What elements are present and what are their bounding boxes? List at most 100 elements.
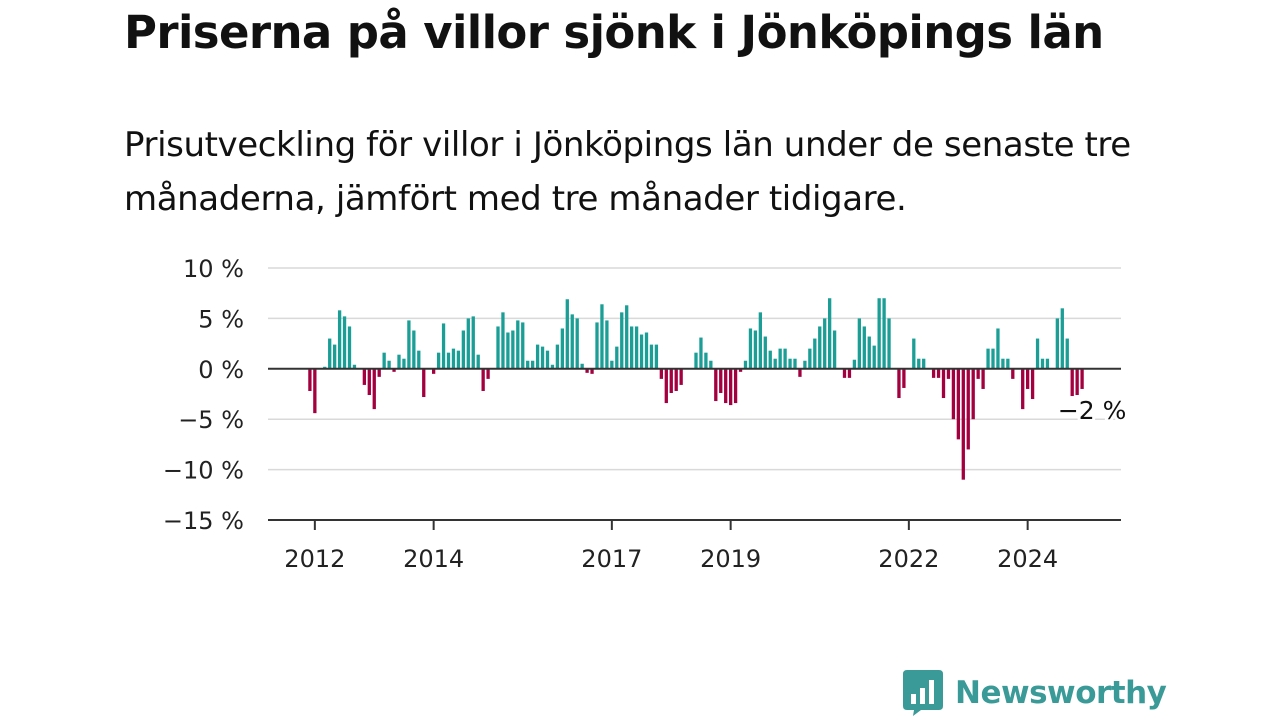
bar xyxy=(644,332,649,369)
bar xyxy=(432,368,436,374)
bar xyxy=(842,368,847,378)
bar xyxy=(1055,318,1059,369)
bar xyxy=(981,368,985,389)
bar xyxy=(763,336,767,369)
bar xyxy=(867,336,871,369)
bar xyxy=(580,363,584,369)
bar xyxy=(832,330,837,369)
bar xyxy=(639,334,644,369)
bar xyxy=(996,328,1000,369)
bar xyxy=(917,358,921,369)
bar xyxy=(634,326,639,369)
bar xyxy=(1006,358,1010,369)
bar xyxy=(545,350,550,369)
bar xyxy=(976,368,980,379)
bar xyxy=(659,368,663,379)
bar xyxy=(1060,308,1064,369)
bar xyxy=(773,358,777,369)
bar xyxy=(828,298,832,369)
bar xyxy=(402,358,406,369)
bar xyxy=(367,368,371,396)
chart-title: Priserna på villor sjönk i Jönköpings lä… xyxy=(124,6,1104,59)
bar xyxy=(535,344,540,369)
bar xyxy=(966,368,970,450)
bar xyxy=(511,330,515,369)
bar xyxy=(387,360,391,369)
bar xyxy=(550,364,555,369)
bar xyxy=(422,368,426,398)
bar xyxy=(887,318,891,369)
bar xyxy=(951,368,956,420)
bar xyxy=(328,338,332,369)
y-tick-label: 10 % xyxy=(183,255,244,283)
bar xyxy=(565,299,569,369)
bar xyxy=(748,328,753,369)
newsworthy-chart-icon xyxy=(903,670,943,716)
y-tick-label: 5 % xyxy=(198,305,244,333)
bar xyxy=(724,368,728,404)
bar xyxy=(946,368,951,379)
bar xyxy=(931,368,936,378)
bar xyxy=(1065,338,1069,369)
chart-subtitle: Prisutveckling för villor i Jönköpings l… xyxy=(124,125,1131,219)
bar xyxy=(897,368,901,399)
bar xyxy=(743,360,748,369)
bar xyxy=(793,358,797,369)
bar xyxy=(521,322,525,369)
y-tick-label: −15 % xyxy=(163,507,244,535)
y-tick-label: 0 % xyxy=(198,356,244,384)
bar xyxy=(496,326,500,369)
y-tick-label: −5 % xyxy=(178,406,244,434)
bar xyxy=(852,359,857,369)
bar xyxy=(714,368,718,402)
bar xyxy=(961,368,965,480)
bar xyxy=(451,348,456,369)
bar xyxy=(753,330,758,369)
bar xyxy=(679,368,683,385)
bar xyxy=(347,326,352,369)
bar xyxy=(902,368,906,388)
bar xyxy=(823,318,827,369)
bar xyxy=(991,348,995,369)
bar xyxy=(674,368,678,391)
bar xyxy=(342,316,347,369)
bar xyxy=(323,366,327,369)
bar xyxy=(605,320,609,369)
bar xyxy=(1021,368,1025,410)
bar xyxy=(625,305,629,369)
bar xyxy=(352,364,357,369)
bar xyxy=(585,368,589,373)
bar xyxy=(382,352,386,369)
bar xyxy=(818,326,822,369)
end-value-label: −2 % xyxy=(1058,396,1127,425)
bar xyxy=(778,348,782,369)
bar xyxy=(758,312,762,369)
x-tick-label: 2024 xyxy=(997,545,1058,573)
bar xyxy=(877,298,881,369)
bar xyxy=(441,323,446,369)
bar xyxy=(486,368,490,379)
bar xyxy=(922,358,926,369)
bar xyxy=(1080,368,1084,389)
bar xyxy=(560,328,564,369)
bar xyxy=(337,310,342,369)
bar xyxy=(694,352,698,369)
x-tick-label: 2012 xyxy=(284,545,345,573)
bar xyxy=(506,332,510,369)
y-tick-label: −10 % xyxy=(163,457,244,485)
x-tick-label: 2022 xyxy=(878,545,939,573)
bar xyxy=(664,368,668,404)
bar xyxy=(813,338,817,369)
bar xyxy=(704,352,708,369)
bar xyxy=(481,368,485,391)
end-value-label-halo: −2 % xyxy=(1058,396,1127,425)
bar xyxy=(1026,368,1030,389)
bar xyxy=(600,304,604,369)
bar xyxy=(971,368,975,420)
bar xyxy=(377,368,381,377)
bar xyxy=(412,330,416,369)
bar xyxy=(446,352,451,369)
bar xyxy=(516,320,520,369)
bar xyxy=(407,320,411,369)
